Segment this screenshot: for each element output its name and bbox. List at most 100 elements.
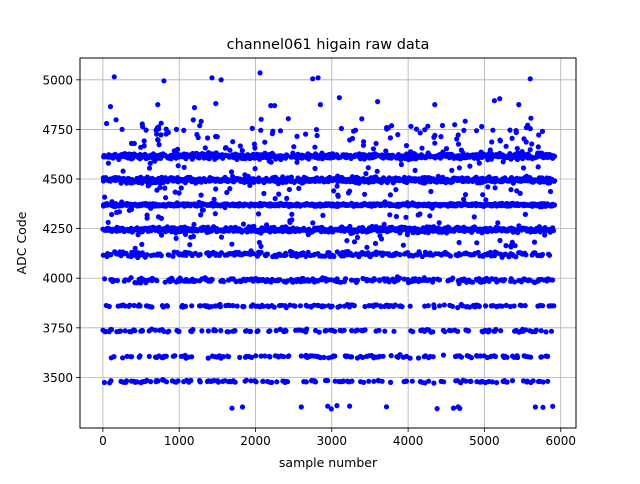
data-point bbox=[523, 125, 530, 131]
data-point bbox=[403, 143, 410, 149]
data-point bbox=[172, 353, 178, 359]
data-point bbox=[502, 277, 508, 283]
data-point bbox=[243, 377, 249, 383]
data-point bbox=[441, 379, 447, 385]
data-point bbox=[105, 160, 111, 166]
data-point bbox=[118, 180, 124, 186]
data-point bbox=[294, 133, 300, 139]
data-point bbox=[111, 74, 117, 80]
data-point bbox=[108, 326, 115, 333]
data-point bbox=[155, 102, 161, 108]
data-point bbox=[154, 153, 160, 159]
data-point bbox=[409, 378, 415, 384]
data-point bbox=[426, 378, 432, 384]
data-point bbox=[542, 232, 548, 238]
data-point bbox=[387, 212, 393, 218]
data-point bbox=[489, 139, 495, 145]
data-point bbox=[320, 212, 326, 218]
data-point bbox=[404, 200, 410, 206]
data-point bbox=[485, 184, 491, 190]
data-point bbox=[431, 304, 437, 311]
data-point bbox=[122, 328, 128, 334]
data-point bbox=[109, 199, 115, 205]
data-point bbox=[152, 158, 158, 164]
data-point bbox=[213, 101, 219, 107]
data-point bbox=[332, 328, 338, 334]
data-point bbox=[144, 252, 150, 258]
x-tick-label: 6000 bbox=[545, 434, 576, 448]
data-point bbox=[393, 187, 399, 193]
data-point bbox=[240, 221, 247, 227]
data-point bbox=[471, 214, 477, 220]
data-point bbox=[173, 126, 179, 132]
data-point bbox=[529, 141, 535, 147]
data-point bbox=[431, 134, 437, 140]
data-point bbox=[480, 192, 486, 198]
data-point bbox=[440, 352, 447, 358]
data-point bbox=[218, 77, 224, 83]
data-point bbox=[436, 220, 442, 226]
data-point bbox=[229, 241, 235, 247]
data-point bbox=[543, 329, 549, 335]
data-point bbox=[522, 211, 529, 217]
data-point bbox=[436, 277, 443, 283]
data-point bbox=[539, 251, 546, 258]
data-point bbox=[476, 226, 482, 232]
plot-background bbox=[80, 58, 576, 428]
data-point bbox=[403, 378, 410, 384]
data-point bbox=[532, 404, 539, 410]
data-point bbox=[550, 403, 556, 409]
data-point bbox=[182, 231, 189, 237]
data-point bbox=[391, 328, 397, 334]
data-point bbox=[283, 328, 289, 334]
data-point bbox=[128, 140, 135, 146]
data-point bbox=[435, 173, 441, 179]
data-point bbox=[197, 379, 203, 385]
data-point bbox=[520, 226, 527, 232]
data-point bbox=[276, 191, 282, 197]
data-point bbox=[178, 185, 184, 191]
data-point bbox=[545, 353, 551, 359]
data-point bbox=[394, 203, 400, 209]
data-point bbox=[438, 134, 444, 140]
data-point bbox=[157, 185, 163, 191]
data-point bbox=[457, 405, 463, 411]
data-point bbox=[294, 159, 300, 165]
data-point bbox=[316, 329, 322, 335]
data-point bbox=[361, 139, 367, 145]
data-point bbox=[132, 245, 138, 251]
data-point bbox=[211, 196, 217, 202]
data-point bbox=[306, 178, 312, 184]
data-point bbox=[221, 279, 227, 285]
data-point bbox=[425, 303, 431, 309]
data-point bbox=[175, 163, 181, 169]
data-point bbox=[483, 197, 489, 203]
data-point bbox=[209, 277, 215, 283]
data-points bbox=[100, 70, 558, 412]
data-point bbox=[149, 304, 155, 310]
data-point bbox=[362, 191, 368, 197]
data-point bbox=[384, 126, 390, 132]
data-point bbox=[124, 378, 130, 384]
data-point bbox=[510, 229, 516, 235]
data-point bbox=[373, 140, 379, 147]
data-point bbox=[226, 329, 232, 335]
data-point bbox=[511, 279, 518, 285]
data-point bbox=[364, 244, 370, 250]
data-point bbox=[456, 239, 462, 246]
data-point bbox=[497, 237, 503, 244]
data-point bbox=[400, 242, 406, 248]
data-point bbox=[156, 126, 162, 132]
data-point bbox=[286, 186, 292, 193]
data-point bbox=[335, 193, 341, 199]
data-point bbox=[321, 354, 327, 360]
data-point bbox=[334, 183, 340, 189]
data-point bbox=[530, 378, 536, 384]
data-point bbox=[199, 328, 205, 334]
data-point bbox=[443, 146, 450, 152]
data-point bbox=[527, 147, 533, 153]
y-axis-label: ADC Code bbox=[14, 211, 29, 274]
data-point bbox=[455, 328, 461, 334]
data-point bbox=[432, 140, 438, 146]
